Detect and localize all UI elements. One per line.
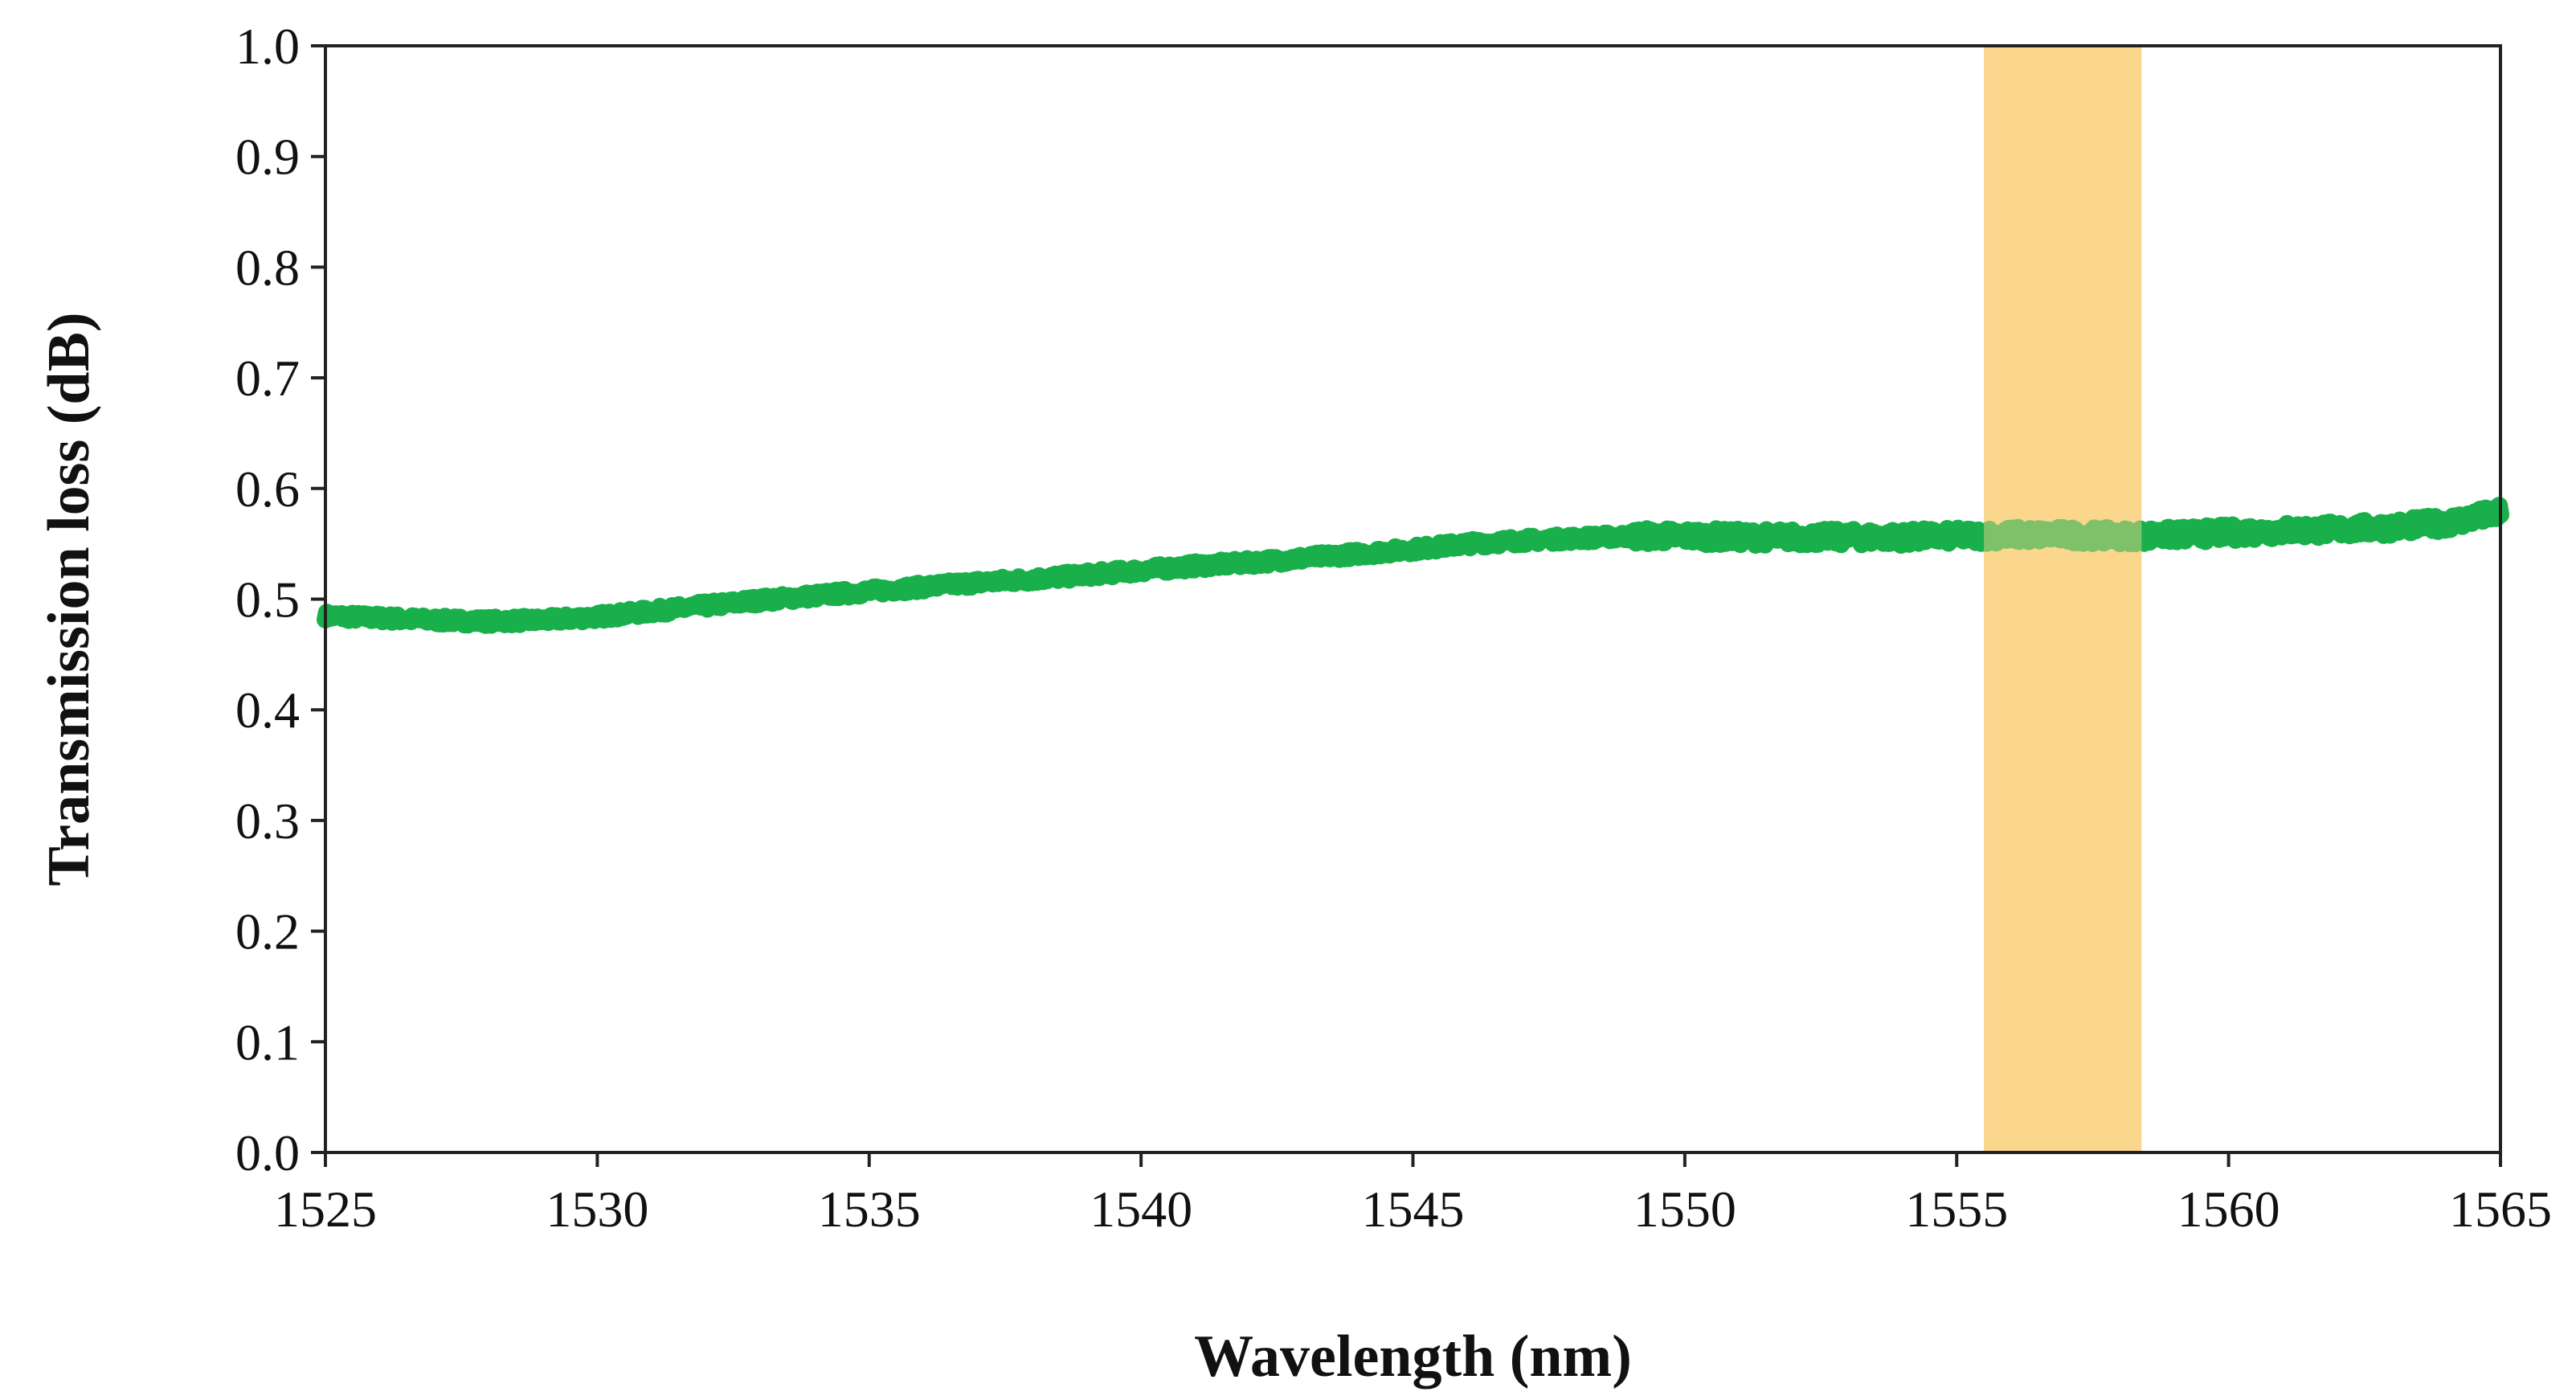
data-point xyxy=(2439,515,2454,530)
x-tick-label: 1540 xyxy=(1090,1181,1192,1238)
data-point xyxy=(535,612,550,628)
data-point xyxy=(1623,529,1638,544)
highlight-band-overlay xyxy=(1984,46,2142,1152)
data-point xyxy=(2384,519,2399,534)
data-point xyxy=(1242,555,1257,571)
y-tick-label: 0.7 xyxy=(235,350,300,407)
y-tick-label: 0.1 xyxy=(235,1013,300,1070)
series-layer xyxy=(317,46,2509,1152)
data-point xyxy=(2058,527,2073,542)
data-point xyxy=(1786,530,1801,545)
data-point xyxy=(1351,546,1366,562)
x-axis-title: Wavelength (nm) xyxy=(1194,1324,1632,1390)
data-point xyxy=(1188,559,1203,574)
data-point xyxy=(644,604,660,619)
data-point xyxy=(916,579,931,595)
data-point xyxy=(971,575,986,590)
data-point xyxy=(1568,530,1584,546)
data-point xyxy=(1949,529,1965,544)
data-point xyxy=(2275,523,2291,538)
data-point xyxy=(372,610,387,625)
data-point xyxy=(1460,536,1475,551)
data-point xyxy=(1895,530,1910,545)
data-point xyxy=(698,598,714,613)
data-point xyxy=(1297,551,1312,566)
data-point xyxy=(1024,571,1040,587)
data-point xyxy=(808,588,823,604)
y-tick-label: 0.2 xyxy=(235,903,300,960)
data-point xyxy=(1677,529,1692,544)
data-point xyxy=(1079,567,1094,583)
data-point xyxy=(2003,527,2018,542)
x-tick-label: 1565 xyxy=(2449,1181,2552,1238)
data-point xyxy=(1840,530,1855,545)
data-point xyxy=(1405,542,1421,557)
data-point xyxy=(1732,530,1747,545)
y-tick-label: 0.3 xyxy=(235,792,300,849)
data-point xyxy=(2329,522,2345,537)
data-point xyxy=(1514,533,1529,548)
y-tick-label: 0.6 xyxy=(235,461,300,518)
y-tick-label: 0.0 xyxy=(235,1124,300,1181)
x-tick-label: 1530 xyxy=(546,1181,648,1238)
x-tick-label: 1560 xyxy=(2177,1181,2280,1238)
y-tick-label: 0.9 xyxy=(235,129,300,186)
x-tick-label: 1555 xyxy=(1905,1181,2008,1238)
data-point xyxy=(427,612,442,628)
y-tick-label: 1.0 xyxy=(235,18,300,75)
y-tick-label: 0.4 xyxy=(235,682,300,739)
data-point xyxy=(2166,527,2181,542)
y-tick-label: 0.8 xyxy=(235,239,300,296)
data-point xyxy=(753,592,768,608)
x-axis: 1525 1530 1535 1540 1545 1550 1555 1560 1565 xyxy=(274,1152,2552,1238)
y-axis-title: Transmission loss (dB) xyxy=(36,312,102,886)
x-tick-label: 1550 xyxy=(1634,1181,1736,1238)
data-point xyxy=(1134,563,1149,578)
x-tick-label: 1535 xyxy=(818,1181,921,1238)
y-tick-label: 0.5 xyxy=(235,571,300,628)
data-point xyxy=(2221,525,2236,540)
x-tick-label: 1525 xyxy=(274,1181,377,1238)
y-axis: 0.0 0.1 0.2 0.3 0.4 0.5 0.6 0.7 0.8 0.9 1.0 xyxy=(235,18,325,1181)
data-point xyxy=(861,583,877,599)
data-point xyxy=(481,614,497,629)
highlight-band xyxy=(1984,46,2142,1152)
data-point xyxy=(2112,529,2128,544)
data-point xyxy=(590,609,605,624)
x-tick-label: 1545 xyxy=(1362,1181,1465,1238)
